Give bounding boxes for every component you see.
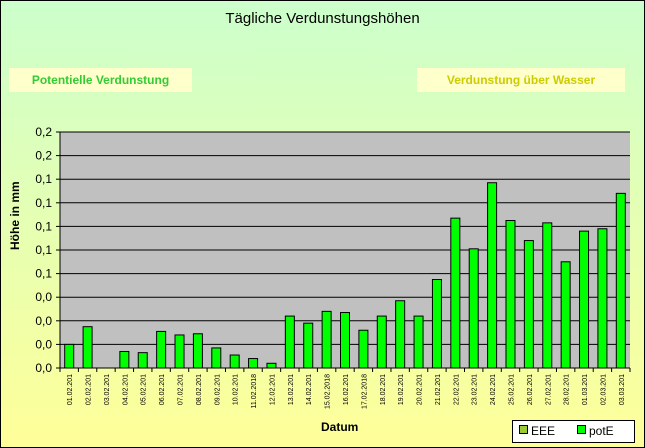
bar-potE [487, 182, 498, 369]
evaporation-over-water-label: Verdunstung über Wasser [417, 68, 625, 92]
y-tick-label: 0,0 [35, 314, 52, 328]
bar-potE [450, 217, 461, 369]
x-tick-label: 05.02.201 [141, 374, 148, 405]
bar-potE [321, 310, 332, 369]
x-tick-label: 20.02.201 [417, 374, 424, 405]
legend-swatch-eee [519, 425, 528, 434]
bar-potE [82, 326, 93, 369]
x-tick-label: 13.02.201 [288, 374, 295, 405]
bar-potE [340, 312, 350, 369]
x-axis-label: Datum [321, 420, 359, 434]
x-tick-label: 07.02.201 [178, 374, 185, 405]
x-tick-label: 01.03.201 [582, 374, 589, 405]
x-tick-label: 11.02.2018 [251, 374, 258, 409]
y-tick-label: 0,0 [35, 361, 52, 375]
y-tick-label: 0,1 [35, 267, 52, 281]
x-tick-label: 09.02.201 [214, 374, 221, 405]
bar-potE [229, 354, 240, 369]
bar-potE [284, 315, 295, 369]
y-tick-label: 0,1 [35, 243, 52, 257]
x-tick-label: 04.02.201 [122, 374, 129, 405]
bar-potE [523, 240, 534, 369]
bar-potE [303, 322, 314, 369]
y-tick-label: 0,2 [35, 125, 52, 139]
bar-potE [137, 352, 148, 369]
bar-potE [615, 192, 626, 369]
x-tick-label: 03.03.201 [619, 374, 626, 405]
bar-potE [192, 333, 203, 369]
x-tick-label: 27.02.201 [545, 374, 552, 405]
x-tick-label: 28.02.201 [564, 374, 571, 405]
x-tick-label: 23.02.201 [472, 374, 479, 405]
bar-potE [413, 315, 424, 369]
x-tick-label: 17.02.2018 [361, 374, 368, 409]
bar-potE [560, 261, 571, 369]
bar-potE [505, 220, 516, 369]
bar-potE [376, 315, 387, 369]
x-tick-label: 08.02.201 [196, 374, 203, 405]
bar-potE [248, 358, 259, 369]
y-tick-label: 0,2 [35, 149, 52, 163]
bar-potE [156, 330, 167, 369]
x-tick-label: 18.02.201 [380, 374, 387, 405]
y-tick-label: 0,1 [35, 172, 52, 186]
x-tick-label: 26.02.201 [527, 374, 534, 405]
x-tick-label: 01.02.201 [67, 374, 74, 405]
bar-potE [64, 343, 75, 369]
y-tick-label: 0,1 [35, 219, 52, 233]
x-tick-label: 12.02.201 [269, 374, 276, 405]
bar-potE [431, 279, 442, 369]
y-tick-label: 0,0 [35, 290, 52, 304]
x-tick-label: 16.02.201 [343, 374, 350, 405]
potential-evaporation-label: Potentielle Verdunstung [9, 68, 192, 92]
x-tick-label: 10.02.201 [233, 374, 240, 405]
bar-potE [542, 222, 553, 369]
bar-potE [211, 347, 222, 369]
bar-potE [597, 228, 608, 369]
bar-potE [579, 230, 590, 369]
legend-swatch-pote [577, 425, 586, 434]
x-tick-label: 15.02.2018 [325, 374, 332, 409]
bar-potE [266, 362, 277, 369]
legend-label-eee: EEE [531, 424, 556, 438]
x-tick-label: 02.02.201 [86, 374, 93, 405]
y-tick-label: 0,0 [35, 337, 52, 351]
legend-label-pote: potE [589, 424, 614, 438]
y-tick-label: 0,1 [35, 196, 52, 210]
chart-title: Tägliche Verdunstungshöhen [225, 10, 420, 27]
x-tick-label: 14.02.201 [306, 374, 313, 405]
x-tick-label: 02.03.201 [600, 374, 607, 405]
x-tick-label: 22.02.201 [453, 374, 460, 405]
bar-potE [395, 300, 406, 369]
x-tick-label: 21.02.201 [435, 374, 442, 405]
bar-potE [468, 248, 479, 369]
x-tick-label: 25.02.201 [508, 374, 515, 405]
x-tick-label: 03.02.201 [104, 374, 111, 405]
bar-potE [174, 334, 185, 369]
bar-potE [119, 350, 130, 369]
x-tick-label: 24.02.201 [490, 374, 497, 405]
legend: EEE potE [512, 420, 635, 443]
bar-potE [358, 329, 369, 369]
x-tick-label: 06.02.201 [159, 374, 166, 405]
x-tick-label: 19.02.201 [398, 374, 405, 405]
